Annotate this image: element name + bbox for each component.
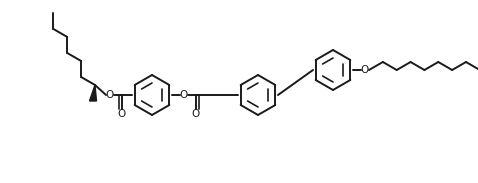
Text: O: O [106, 90, 114, 100]
Text: O: O [192, 109, 200, 119]
Text: O: O [180, 90, 188, 100]
Text: O: O [361, 65, 369, 75]
Polygon shape [89, 85, 97, 101]
Text: O: O [118, 109, 126, 119]
